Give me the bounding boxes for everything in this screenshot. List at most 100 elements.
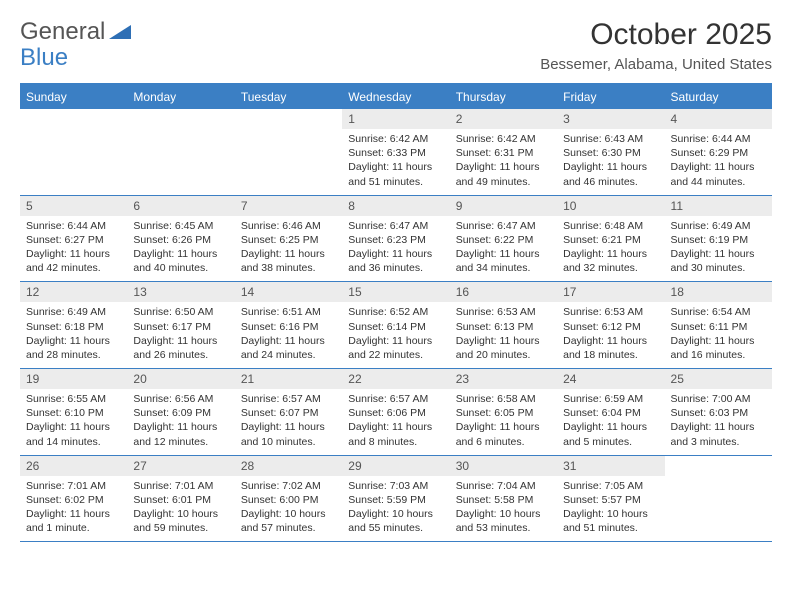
daylight-text: Daylight: 11 hours and 51 minutes. — [348, 160, 443, 188]
day-details: Sunrise: 6:53 AMSunset: 6:12 PMDaylight:… — [557, 302, 664, 368]
location-label: Bessemer, Alabama, United States — [540, 56, 772, 73]
sunrise-text: Sunrise: 7:03 AM — [348, 479, 443, 493]
day-details: Sunrise: 7:03 AMSunset: 5:59 PMDaylight:… — [342, 476, 449, 542]
day-number: 25 — [665, 369, 772, 389]
title-block: October 2025 Bessemer, Alabama, United S… — [540, 18, 772, 73]
calendar-day-cell — [20, 109, 127, 195]
sunset-text: Sunset: 6:16 PM — [241, 320, 336, 334]
sunset-text: Sunset: 6:07 PM — [241, 406, 336, 420]
sunset-text: Sunset: 6:18 PM — [26, 320, 121, 334]
calendar-day-cell: 15Sunrise: 6:52 AMSunset: 6:14 PMDayligh… — [342, 282, 449, 369]
day-details — [20, 115, 127, 171]
calendar-day-cell: 25Sunrise: 7:00 AMSunset: 6:03 PMDayligh… — [665, 369, 772, 456]
sunset-text: Sunset: 6:09 PM — [133, 406, 228, 420]
calendar-week-row: 26Sunrise: 7:01 AMSunset: 6:02 PMDayligh… — [20, 455, 772, 542]
weekday-header-row: Sunday Monday Tuesday Wednesday Thursday… — [20, 85, 772, 109]
weekday-header: Tuesday — [235, 85, 342, 109]
weekday-header: Sunday — [20, 85, 127, 109]
sunrise-text: Sunrise: 6:47 AM — [348, 219, 443, 233]
daylight-text: Daylight: 10 hours and 51 minutes. — [563, 507, 658, 535]
calendar-day-cell: 20Sunrise: 6:56 AMSunset: 6:09 PMDayligh… — [127, 369, 234, 456]
day-number: 26 — [20, 456, 127, 476]
calendar-week-row: 19Sunrise: 6:55 AMSunset: 6:10 PMDayligh… — [20, 369, 772, 456]
day-number: 6 — [127, 196, 234, 216]
sunrise-text: Sunrise: 6:59 AM — [563, 392, 658, 406]
sunrise-text: Sunrise: 6:53 AM — [563, 305, 658, 319]
calendar-day-cell: 24Sunrise: 6:59 AMSunset: 6:04 PMDayligh… — [557, 369, 664, 456]
day-details: Sunrise: 7:04 AMSunset: 5:58 PMDaylight:… — [450, 476, 557, 542]
day-details: Sunrise: 6:55 AMSunset: 6:10 PMDaylight:… — [20, 389, 127, 455]
sunset-text: Sunset: 6:19 PM — [671, 233, 766, 247]
weekday-header: Wednesday — [342, 85, 449, 109]
daylight-text: Daylight: 11 hours and 24 minutes. — [241, 334, 336, 362]
sunset-text: Sunset: 5:59 PM — [348, 493, 443, 507]
sunset-text: Sunset: 6:04 PM — [563, 406, 658, 420]
day-details: Sunrise: 7:05 AMSunset: 5:57 PMDaylight:… — [557, 476, 664, 542]
brand-part2: Blue — [20, 44, 68, 72]
daylight-text: Daylight: 11 hours and 38 minutes. — [241, 247, 336, 275]
sunrise-text: Sunrise: 6:46 AM — [241, 219, 336, 233]
calendar-week-row: 12Sunrise: 6:49 AMSunset: 6:18 PMDayligh… — [20, 282, 772, 369]
weekday-header: Monday — [127, 85, 234, 109]
day-number: 12 — [20, 282, 127, 302]
day-number: 5 — [20, 196, 127, 216]
day-details — [235, 115, 342, 171]
daylight-text: Daylight: 10 hours and 53 minutes. — [456, 507, 551, 535]
day-details: Sunrise: 6:49 AMSunset: 6:18 PMDaylight:… — [20, 302, 127, 368]
weekday-header: Saturday — [665, 85, 772, 109]
calendar-table: Sunday Monday Tuesday Wednesday Thursday… — [20, 85, 772, 542]
day-number: 16 — [450, 282, 557, 302]
sunset-text: Sunset: 6:12 PM — [563, 320, 658, 334]
day-details: Sunrise: 6:56 AMSunset: 6:09 PMDaylight:… — [127, 389, 234, 455]
sunset-text: Sunset: 6:22 PM — [456, 233, 551, 247]
day-details: Sunrise: 6:42 AMSunset: 6:31 PMDaylight:… — [450, 129, 557, 195]
daylight-text: Daylight: 11 hours and 46 minutes. — [563, 160, 658, 188]
sunset-text: Sunset: 6:05 PM — [456, 406, 551, 420]
sunset-text: Sunset: 6:25 PM — [241, 233, 336, 247]
calendar-day-cell: 31Sunrise: 7:05 AMSunset: 5:57 PMDayligh… — [557, 455, 664, 542]
sunset-text: Sunset: 6:27 PM — [26, 233, 121, 247]
day-number: 15 — [342, 282, 449, 302]
sunrise-text: Sunrise: 7:05 AM — [563, 479, 658, 493]
calendar-day-cell: 29Sunrise: 7:03 AMSunset: 5:59 PMDayligh… — [342, 455, 449, 542]
calendar-day-cell: 1Sunrise: 6:42 AMSunset: 6:33 PMDaylight… — [342, 109, 449, 195]
day-number: 10 — [557, 196, 664, 216]
day-details: Sunrise: 6:51 AMSunset: 6:16 PMDaylight:… — [235, 302, 342, 368]
day-details: Sunrise: 7:01 AMSunset: 6:01 PMDaylight:… — [127, 476, 234, 542]
day-details: Sunrise: 6:49 AMSunset: 6:19 PMDaylight:… — [665, 216, 772, 282]
calendar-day-cell: 3Sunrise: 6:43 AMSunset: 6:30 PMDaylight… — [557, 109, 664, 195]
daylight-text: Daylight: 11 hours and 10 minutes. — [241, 420, 336, 448]
calendar-day-cell: 13Sunrise: 6:50 AMSunset: 6:17 PMDayligh… — [127, 282, 234, 369]
daylight-text: Daylight: 11 hours and 26 minutes. — [133, 334, 228, 362]
day-number: 28 — [235, 456, 342, 476]
day-details: Sunrise: 6:47 AMSunset: 6:22 PMDaylight:… — [450, 216, 557, 282]
daylight-text: Daylight: 11 hours and 22 minutes. — [348, 334, 443, 362]
calendar-day-cell: 11Sunrise: 6:49 AMSunset: 6:19 PMDayligh… — [665, 195, 772, 282]
day-number: 31 — [557, 456, 664, 476]
sunset-text: Sunset: 6:11 PM — [671, 320, 766, 334]
calendar-day-cell: 19Sunrise: 6:55 AMSunset: 6:10 PMDayligh… — [20, 369, 127, 456]
day-details: Sunrise: 6:44 AMSunset: 6:29 PMDaylight:… — [665, 129, 772, 195]
sunrise-text: Sunrise: 7:01 AM — [26, 479, 121, 493]
calendar-day-cell: 14Sunrise: 6:51 AMSunset: 6:16 PMDayligh… — [235, 282, 342, 369]
sunrise-text: Sunrise: 6:44 AM — [26, 219, 121, 233]
weekday-header: Thursday — [450, 85, 557, 109]
day-details: Sunrise: 6:48 AMSunset: 6:21 PMDaylight:… — [557, 216, 664, 282]
day-details: Sunrise: 6:58 AMSunset: 6:05 PMDaylight:… — [450, 389, 557, 455]
daylight-text: Daylight: 11 hours and 12 minutes. — [133, 420, 228, 448]
day-number: 13 — [127, 282, 234, 302]
day-details: Sunrise: 7:02 AMSunset: 6:00 PMDaylight:… — [235, 476, 342, 542]
calendar-day-cell: 26Sunrise: 7:01 AMSunset: 6:02 PMDayligh… — [20, 455, 127, 542]
sunrise-text: Sunrise: 6:53 AM — [456, 305, 551, 319]
brand-part1: General — [20, 18, 105, 46]
daylight-text: Daylight: 11 hours and 18 minutes. — [563, 334, 658, 362]
sunrise-text: Sunrise: 7:00 AM — [671, 392, 766, 406]
calendar-week-row: 1Sunrise: 6:42 AMSunset: 6:33 PMDaylight… — [20, 109, 772, 195]
sunrise-text: Sunrise: 6:42 AM — [348, 132, 443, 146]
daylight-text: Daylight: 10 hours and 55 minutes. — [348, 507, 443, 535]
calendar-day-cell — [665, 455, 772, 542]
calendar-day-cell: 28Sunrise: 7:02 AMSunset: 6:00 PMDayligh… — [235, 455, 342, 542]
daylight-text: Daylight: 11 hours and 6 minutes. — [456, 420, 551, 448]
sunrise-text: Sunrise: 7:02 AM — [241, 479, 336, 493]
sunrise-text: Sunrise: 6:52 AM — [348, 305, 443, 319]
